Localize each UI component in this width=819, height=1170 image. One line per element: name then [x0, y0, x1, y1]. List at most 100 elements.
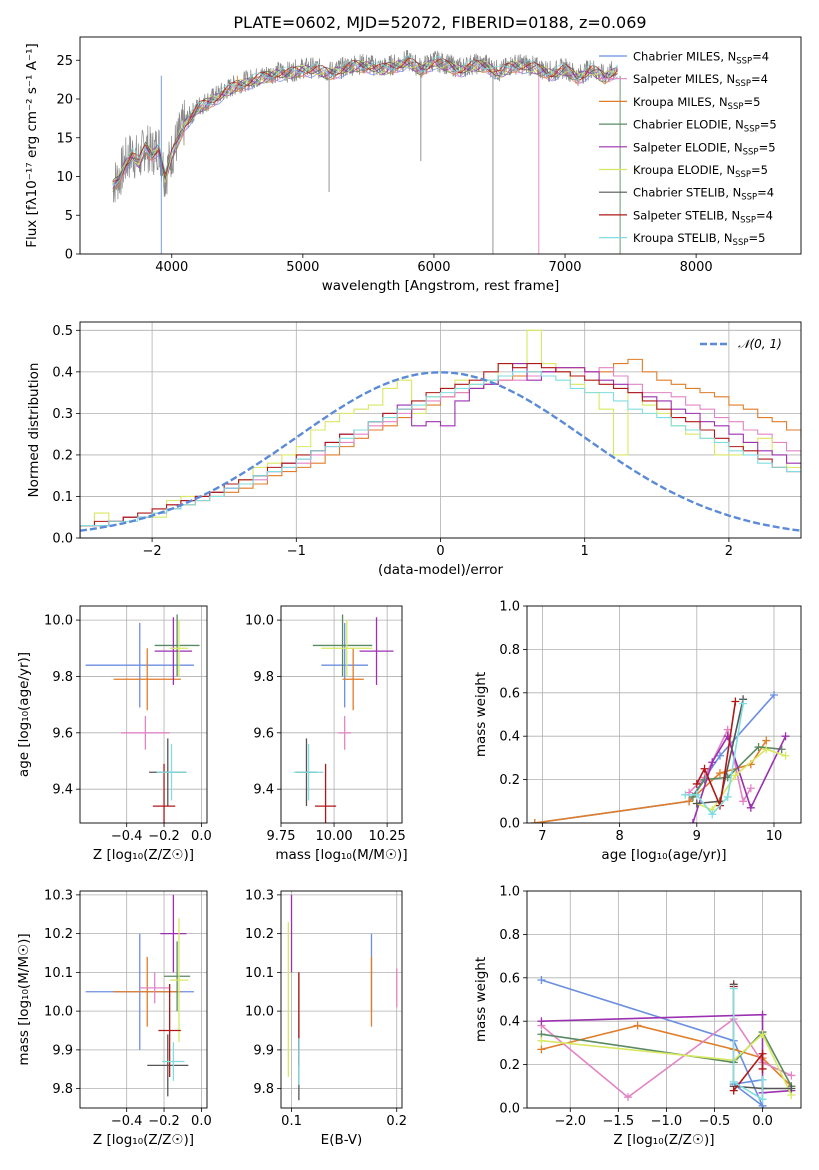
weight-marker — [781, 751, 790, 760]
weight-marker — [723, 792, 732, 801]
y-tick-label: 10.0 — [44, 614, 73, 629]
weight-series-line — [732, 988, 764, 1101]
x-tick-label: 9.75 — [267, 829, 296, 844]
legend-label-sub: SSP — [741, 193, 757, 203]
x-tick-label: 0 — [436, 544, 444, 559]
weight-marker — [739, 797, 748, 806]
y-tick-label: 9.6 — [253, 726, 274, 741]
y-axis-label: Flux [fλ10⁻¹⁷ erg cm⁻² s⁻¹ A⁻¹] — [24, 43, 40, 248]
x-axis-label: Z [log₁₀(Z/Z☉)] — [93, 847, 194, 863]
x-tick-label: 0.2 — [386, 1114, 407, 1129]
y-tick-label: 10.0 — [245, 614, 274, 629]
weight-marker — [758, 1075, 767, 1084]
y-tick-label: 1.0 — [499, 885, 520, 900]
x-tick-label: 0.0 — [752, 1114, 773, 1129]
axes-frame — [79, 321, 802, 539]
y-axis-label: Normed distribution — [26, 363, 42, 498]
x-tick-label: 7000 — [548, 260, 581, 275]
legend-label-sub: SSP — [735, 79, 751, 89]
x-tick-label: 9 — [693, 829, 701, 844]
y-tick-label: 1.0 — [499, 600, 520, 615]
weight-marker — [787, 1071, 796, 1080]
y-axis-label: mass weight — [473, 957, 489, 1042]
x-axis-label: wavelength [Angstrom, rest frame] — [322, 278, 560, 294]
legend-label-base: Salpeter STELIB, N — [633, 208, 740, 222]
x-tick-label: −0.4 — [111, 1114, 143, 1129]
y-tick-label: 10.1 — [245, 966, 274, 981]
model-fit-line — [112, 60, 618, 181]
legend-label: Chabrier MILES, NSSP=4 — [633, 50, 769, 67]
y-tick-label: 0.1 — [52, 490, 73, 505]
y-tick-label: 10.3 — [44, 888, 73, 903]
legend-label-sub: SSP — [744, 125, 760, 135]
y-tick-label: 0.8 — [499, 643, 520, 658]
histogram-step-series — [80, 358, 801, 538]
weight-series-line — [541, 979, 765, 1108]
weight-marker — [700, 764, 709, 773]
weight-series-line — [541, 1032, 793, 1096]
model-fit-line — [112, 63, 618, 185]
panel-z-age: −0.4 −0.2 0.0 9.4 9.6 9.8 10.0 Z [log₁₀(Z/Z☉)] a… — [16, 605, 212, 863]
y-tick-label: 15 — [56, 131, 73, 146]
panel-ebv-mass: 0.1 0.2 9.8 9.9 10.0 10.1 10.2 10.3 E(B-V) — [245, 888, 407, 1148]
x-tick-label: 0.0 — [191, 1114, 212, 1129]
y-tick-label: 10.1 — [44, 966, 73, 981]
weight-marker — [758, 1030, 767, 1039]
y-tick-label: 10 — [56, 170, 73, 185]
weight-marker — [729, 1077, 738, 1086]
y-tick-label: 5 — [65, 209, 73, 224]
weight-marker — [746, 784, 755, 793]
y-tick-label: 0.2 — [499, 773, 520, 788]
y-tick-label: 0.2 — [52, 448, 73, 463]
mass-age-plot-area — [293, 614, 394, 823]
weight-marker — [692, 790, 701, 799]
weight-marker — [530, 819, 539, 823]
legend-label-tail: =4 — [756, 208, 773, 222]
y-tick-label: 0.2 — [499, 1058, 520, 1073]
x-tick-label: −1.5 — [603, 1114, 635, 1129]
weight-marker — [708, 758, 717, 767]
axes-frame — [526, 890, 802, 1109]
y-tick-label: 10.3 — [245, 888, 274, 903]
y-tick-label: 0.0 — [499, 817, 520, 832]
weight-series-line — [534, 694, 775, 823]
weight-marker — [754, 743, 763, 752]
legend-label-tail: =5 — [759, 140, 776, 154]
legend-label-sub: SSP — [736, 57, 752, 67]
legend-label-base: Chabrier MILES, N — [633, 50, 736, 64]
weight-marker — [681, 790, 690, 799]
axes-frame — [79, 605, 208, 824]
x-axis-label: mass [log₁₀(M/M☉)] — [275, 847, 407, 863]
y-tick-label: 0.4 — [499, 730, 520, 745]
weight-marker — [787, 1084, 796, 1093]
legend-label: Kroupa ELODIE, NSSP=5 — [633, 163, 768, 180]
y-tick-label: 0.4 — [499, 1015, 520, 1030]
legend-label-sub: SSP — [733, 238, 749, 248]
x-tick-label: 2 — [725, 544, 733, 559]
ebv-mass-plot-area — [287, 894, 398, 1101]
legend-label-tail: =5 — [743, 95, 760, 109]
legend-label-base: Kroupa MILES, N — [633, 95, 728, 109]
x-tick-label: 7 — [538, 829, 546, 844]
spectrum-plot-area — [112, 49, 621, 254]
y-tick-label: 20 — [56, 93, 73, 108]
legend-label-sub: SSP — [728, 102, 744, 112]
figure-title: PLATE=0602, MJD=52072, FIBERID=0188, z=0… — [233, 13, 646, 32]
histogram-step-series — [80, 362, 801, 538]
legend-label: Chabrier ELODIE, NSSP=5 — [633, 118, 777, 135]
x-tick-label: −0.2 — [148, 829, 180, 844]
legend-label-base: Kroupa STELIB, N — [633, 231, 733, 245]
weight-marker — [623, 1093, 632, 1102]
age-weight-plot-area — [530, 690, 790, 823]
legend-label-base: Kroupa ELODIE, N — [633, 163, 735, 177]
weight-marker — [762, 736, 771, 745]
x-tick-label: −2.0 — [554, 1114, 586, 1129]
panel-residual-histogram: −2 −1 0 1 2 0.0 0.1 0.2 0.3 0.4 0.5 (data-model)/er… — [26, 321, 802, 578]
x-tick-label: −0.4 — [111, 829, 143, 844]
panel-mass-age: 9.75 10.00 10.25 9.4 9.6 9.8 10.0 mass [log₁₀(M… — [245, 605, 408, 863]
legend-label-tail: =4 — [751, 72, 768, 86]
weight-marker — [758, 1049, 767, 1058]
y-tick-label: 9.4 — [52, 783, 73, 798]
legend-label-tail: =5 — [751, 163, 768, 177]
